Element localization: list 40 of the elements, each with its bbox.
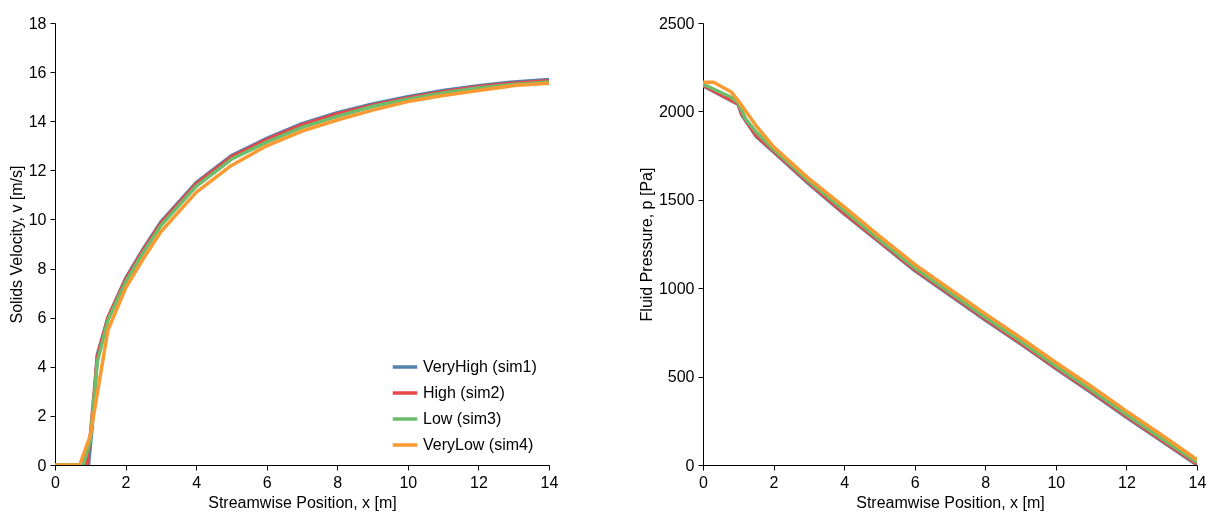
x-tick-label: 2 [121, 473, 131, 491]
x-tick-label: 4 [192, 473, 202, 491]
legend-label: High (sim2) [423, 384, 505, 401]
x-tick-label: 12 [1118, 473, 1136, 491]
y-tick-label: 10 [28, 210, 47, 228]
y-tick-label: 2000 [658, 102, 695, 120]
x-tick-label: 10 [399, 473, 418, 491]
y-tick-label: 500 [667, 368, 695, 386]
legend-label: VeryHigh (sim1) [423, 358, 537, 375]
x-axis-title: Streamwise Position, x [m] [208, 493, 397, 511]
y-axis-title: Fluid Pressure, p [Pa] [637, 167, 655, 322]
y-tick-label: 18 [28, 14, 47, 32]
x-tick-label: 8 [333, 473, 343, 491]
x-tick-label: 14 [1188, 473, 1207, 491]
x-tick-label: 8 [981, 473, 991, 491]
y-tick-label: 0 [685, 456, 695, 474]
x-tick-label: 14 [540, 473, 559, 491]
y-tick-label: 12 [28, 161, 47, 179]
x-tick-label: 12 [470, 473, 488, 491]
y-tick-label: 6 [37, 309, 47, 327]
x-tick-label: 6 [262, 473, 272, 491]
y-tick-label: 2 [37, 407, 47, 425]
y-tick-label: 4 [37, 358, 47, 376]
x-axis-title: Streamwise Position, x [m] [856, 493, 1045, 511]
x-tick-label: 0 [699, 473, 709, 491]
y-tick-label: 8 [37, 260, 47, 278]
y-tick-label: 2500 [658, 14, 695, 32]
legend-label: VeryLow (sim4) [423, 436, 534, 453]
y-tick-label: 14 [28, 112, 47, 130]
y-tick-label: 1000 [658, 279, 695, 297]
y-tick-label: 16 [28, 63, 47, 81]
y-tick-label: 1500 [658, 191, 695, 209]
y-axis-title: Solids Velocity, v [m/s] [7, 165, 25, 324]
legend-label: Low (sim3) [423, 410, 502, 427]
x-tick-label: 10 [1047, 473, 1066, 491]
x-tick-label: 2 [769, 473, 779, 491]
x-tick-label: 0 [51, 473, 61, 491]
x-tick-label: 6 [910, 473, 920, 491]
y-tick-label: 0 [37, 456, 47, 474]
x-tick-label: 4 [840, 473, 850, 491]
